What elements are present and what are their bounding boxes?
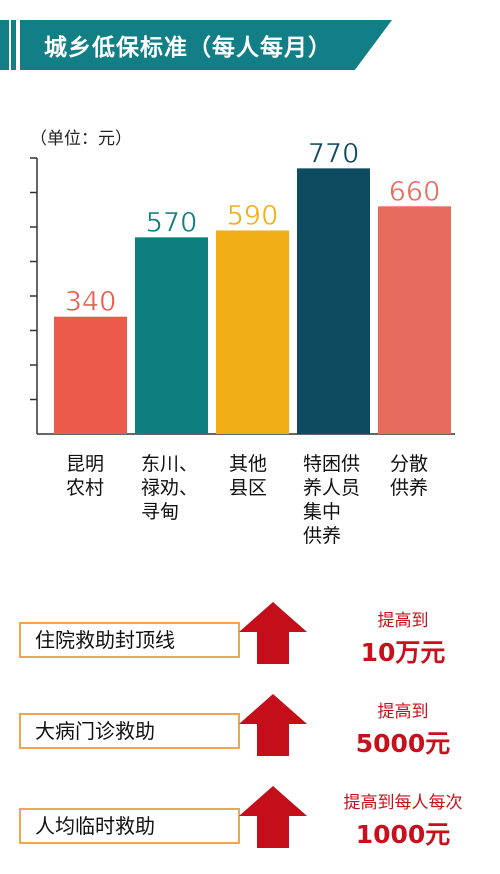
banner-stub — [11, 20, 16, 70]
measure-result: 提高到 5000元 — [318, 697, 488, 760]
category-label: 东川、 禄劝、 寻甸 — [141, 453, 199, 523]
banner-band — [20, 20, 392, 70]
up-arrow-icon — [239, 694, 307, 756]
result-line2: 1000元 — [355, 820, 451, 849]
result-line2: 5000元 — [355, 729, 451, 758]
category-label: 特困供 养人员 集中 供养 — [303, 453, 361, 547]
bar — [216, 230, 289, 434]
bar — [378, 206, 451, 434]
measure-result: 提高到 10万元 — [318, 606, 488, 669]
banner-stub — [0, 20, 9, 70]
category-label: 昆明 农村 — [66, 453, 105, 499]
bar — [297, 168, 370, 434]
data-label: 660 — [389, 176, 441, 207]
category-label: 其他 县区 — [229, 453, 268, 499]
result-line1: 提高到每人每次 — [343, 793, 463, 813]
measure-result: 提高到每人每次 1000元 — [318, 788, 488, 851]
data-label: 770 — [308, 138, 360, 169]
bar — [135, 237, 208, 434]
result-line1: 提高到 — [377, 611, 429, 631]
result-line2: 10万元 — [360, 638, 446, 667]
unit-label: （单位：元） — [30, 129, 132, 149]
up-arrow-icon — [239, 602, 307, 664]
bar-chart: 340 570 590 770 660 — [30, 138, 455, 435]
measure-box: 大病门诊救助 — [19, 713, 240, 749]
measure-box: 人均临时救助 — [19, 808, 240, 844]
bar — [54, 316, 127, 434]
measure-box: 住院救助封顶线 — [19, 622, 240, 658]
data-label: 340 — [65, 287, 117, 318]
header-banner: 城乡低保标准（每人每月） — [0, 20, 500, 70]
banner-title: 城乡低保标准（每人每月） — [44, 35, 332, 61]
data-label: 590 — [227, 200, 279, 231]
data-label: 570 — [146, 207, 198, 238]
category-label: 分散 供养 — [390, 453, 429, 499]
result-line1: 提高到 — [377, 702, 429, 722]
up-arrow-icon — [239, 786, 307, 848]
